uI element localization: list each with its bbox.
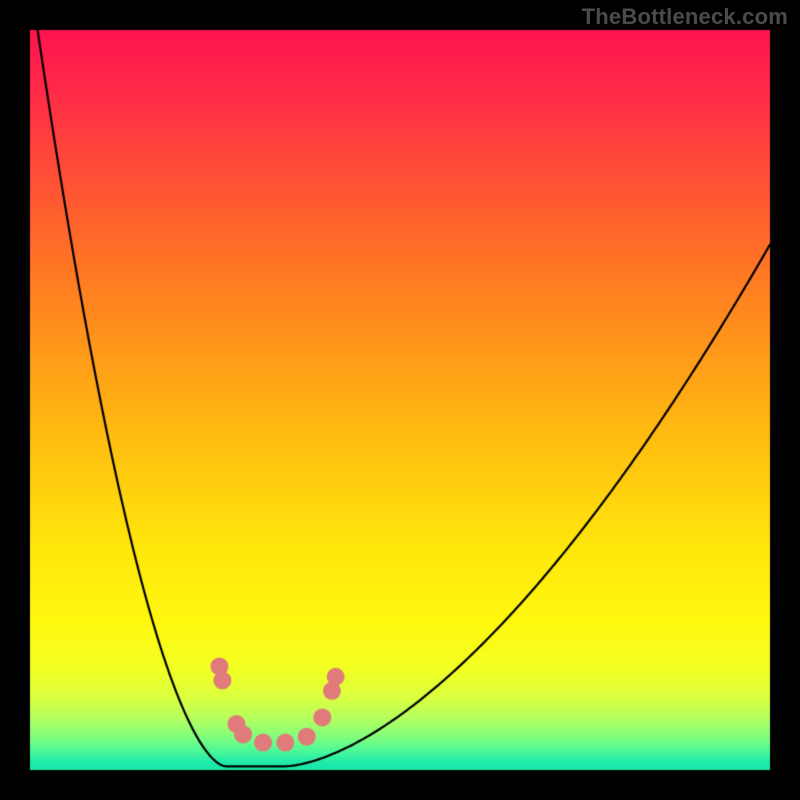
bottleneck-curve-chart [0,0,800,800]
chart-stage: TheBottleneck.com [0,0,800,800]
watermark-label: TheBottleneck.com [582,4,788,30]
